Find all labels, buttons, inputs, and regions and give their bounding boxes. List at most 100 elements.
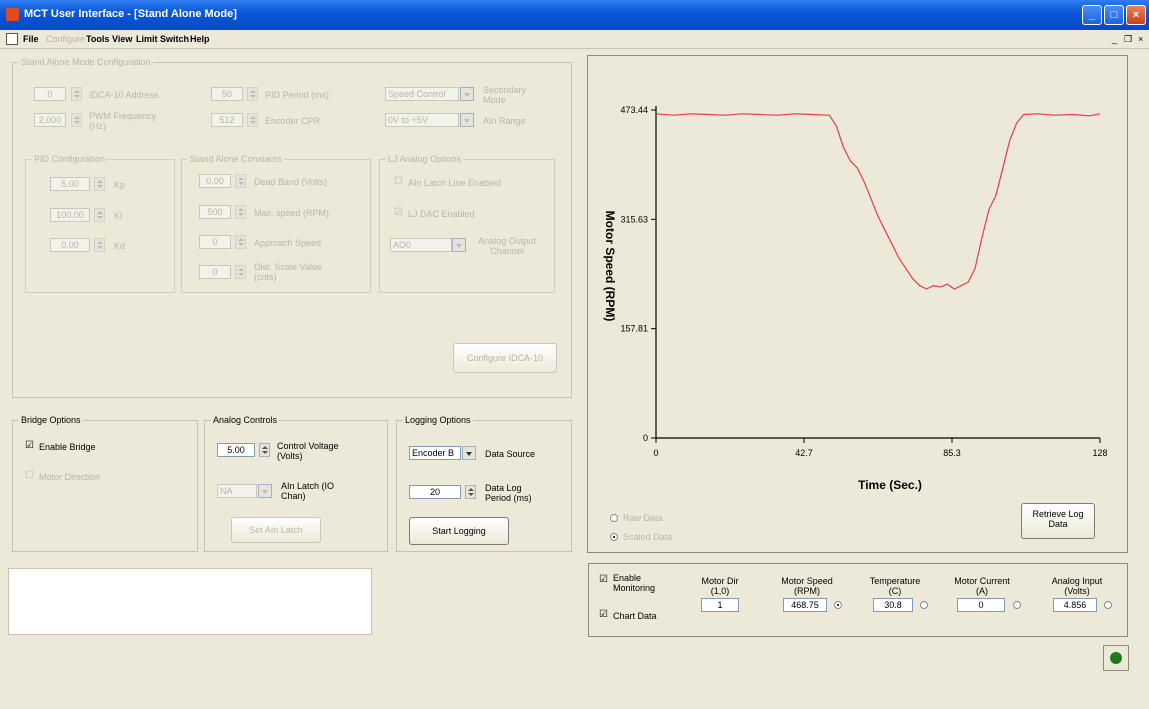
x-tick-label: 42.7 bbox=[795, 448, 813, 458]
max-speed-field[interactable]: 500 bbox=[199, 205, 231, 219]
secondary-mode-arrow-icon[interactable] bbox=[460, 87, 474, 101]
mdi-close-button[interactable]: × bbox=[1138, 34, 1144, 44]
approach-speed-spinner[interactable] bbox=[235, 235, 246, 249]
menu-tools[interactable]: Tools bbox=[86, 34, 110, 44]
kp-label: Kp bbox=[114, 180, 126, 190]
pid-config-group: PID Configuration 5.00 Kp 100.00 Ki 0.00… bbox=[25, 154, 175, 293]
menu-view[interactable]: View bbox=[112, 34, 133, 44]
ki-spinner[interactable] bbox=[94, 208, 105, 222]
lj-dac-checkbox[interactable]: ☑ bbox=[394, 207, 403, 218]
output-channel-arrow-icon[interactable] bbox=[452, 238, 466, 252]
motor-current-label: Motor Current (A) bbox=[954, 576, 1010, 596]
encoder-cpr-field[interactable]: 512 bbox=[211, 113, 243, 127]
menu-bar: File Configure Tools View Limit Switch H… bbox=[0, 30, 1149, 49]
approach-speed-field[interactable]: 0 bbox=[199, 235, 231, 249]
close-button[interactable]: × bbox=[1126, 5, 1146, 25]
logging-options-title: Logging Options bbox=[403, 415, 473, 425]
encoder-cpr-label: Encoder CPR bbox=[265, 116, 321, 126]
data-source-arrow-icon[interactable] bbox=[462, 446, 476, 460]
analog-input-radio[interactable] bbox=[1104, 601, 1112, 609]
menu-file[interactable]: File bbox=[23, 34, 39, 44]
logging-options-group: Logging Options Encoder B Data Source 20… bbox=[396, 415, 572, 552]
ain-latch-checkbox[interactable]: ☐ bbox=[394, 176, 403, 187]
standalone-constants-title: Stand Alone Constants bbox=[188, 154, 284, 164]
x-tick-label: 128 bbox=[1092, 448, 1107, 458]
motor-speed-radio[interactable] bbox=[834, 601, 842, 609]
control-voltage-label: Control Voltage (Volts) bbox=[277, 441, 339, 461]
dist-scale-field[interactable]: 0 bbox=[199, 265, 231, 279]
max-speed-spinner[interactable] bbox=[235, 205, 246, 219]
motor-current-value: 0 bbox=[957, 598, 1005, 612]
mdi-restore-button[interactable]: ❐ bbox=[1124, 34, 1133, 44]
kp-spinner[interactable] bbox=[94, 177, 105, 191]
motor-direction-checkbox[interactable]: ☐ bbox=[25, 470, 34, 481]
data-source-label: Data Source bbox=[485, 449, 536, 459]
standalone-config-title: Stand Alone Mode Configuration bbox=[19, 57, 153, 67]
chart-data-label: Chart Data bbox=[613, 611, 657, 621]
pwm-frequency-field[interactable]: 2,000 bbox=[34, 113, 66, 127]
enable-monitoring-checkbox[interactable]: ☑ bbox=[599, 574, 608, 585]
ain-range-select[interactable]: 0V to +5V bbox=[385, 113, 459, 127]
app-icon bbox=[6, 8, 19, 21]
analog-input-label: Analog Input (Volts) bbox=[1051, 576, 1103, 596]
ain-latch-chan-label: AIn Latch (IO Chan) bbox=[281, 481, 335, 501]
ain-latch-label: AIn Latch Line Enabled bbox=[408, 178, 502, 188]
title-bar: MCT User Interface - [Stand Alone Mode] … bbox=[0, 0, 1149, 30]
encoder-cpr-spinner[interactable] bbox=[247, 113, 258, 127]
data-log-period-field[interactable]: 20 bbox=[409, 485, 461, 499]
pid-period-spinner[interactable] bbox=[247, 87, 258, 101]
dead-band-field[interactable]: 0.00 bbox=[199, 174, 231, 188]
dist-scale-label: Dist. Scale Value (cnts) bbox=[254, 262, 322, 282]
chart-data-checkbox[interactable]: ☑ bbox=[599, 609, 608, 620]
analog-controls-title: Analog Controls bbox=[211, 415, 280, 425]
data-log-period-spinner[interactable] bbox=[465, 485, 476, 499]
motor-dir-value: 1 bbox=[701, 598, 739, 612]
standalone-config-group: Stand Alone Mode Configuration 0 IDCA-10… bbox=[12, 57, 572, 398]
mdi-minimize-button[interactable]: _ bbox=[1112, 34, 1118, 44]
dead-band-spinner[interactable] bbox=[235, 174, 246, 188]
approach-speed-label: Approach Speed bbox=[254, 238, 322, 248]
output-channel-select[interactable]: AO0 bbox=[390, 238, 452, 252]
control-voltage-field[interactable]: 5.00 bbox=[217, 443, 255, 457]
x-axis-label: Time (Sec.) bbox=[858, 478, 922, 492]
enable-bridge-checkbox[interactable]: ☑ bbox=[25, 440, 34, 451]
idca-address-field[interactable]: 0 bbox=[34, 87, 66, 101]
control-voltage-spinner[interactable] bbox=[259, 443, 270, 457]
ain-range-arrow-icon[interactable] bbox=[460, 113, 474, 127]
motor-direction-label: Motor Direction bbox=[39, 472, 101, 482]
status-indicator-box bbox=[1103, 645, 1129, 671]
start-logging-button[interactable]: Start Logging bbox=[409, 517, 509, 545]
analog-controls-group: Analog Controls 5.00 Control Voltage (Vo… bbox=[204, 415, 388, 552]
ki-label: Ki bbox=[114, 211, 123, 221]
motor-speed-value: 468.75 bbox=[783, 598, 827, 612]
temperature-radio[interactable] bbox=[920, 601, 928, 609]
data-source-select[interactable]: Encoder B bbox=[409, 446, 461, 460]
standalone-constants-group: Stand Alone Constants 0.00 Dead Band (Vo… bbox=[181, 154, 371, 293]
kd-field[interactable]: 0.00 bbox=[50, 238, 90, 252]
motor-dir-label: Motor Dir (1,0) bbox=[701, 576, 739, 596]
retrieve-log-data-button[interactable]: Retrieve Log Data bbox=[1021, 503, 1095, 539]
motor-speed-label: Motor Speed (RPM) bbox=[781, 576, 833, 596]
maximize-button[interactable]: □ bbox=[1104, 5, 1124, 25]
secondary-mode-label: Secondary Mode bbox=[483, 85, 527, 105]
set-ain-latch-button[interactable]: Set AIn Latch bbox=[231, 517, 321, 543]
configure-idca-button[interactable]: Configure IDCA-10 bbox=[453, 343, 557, 373]
scaled-data-radio[interactable] bbox=[610, 533, 618, 541]
minimize-button[interactable]: _ bbox=[1082, 5, 1102, 25]
dist-scale-spinner[interactable] bbox=[235, 265, 246, 279]
raw-data-radio[interactable] bbox=[610, 514, 618, 522]
menu-configure[interactable]: Configure bbox=[46, 34, 86, 44]
ki-field[interactable]: 100.00 bbox=[50, 208, 90, 222]
menu-help[interactable]: Help bbox=[190, 34, 210, 44]
motor-current-radio[interactable] bbox=[1013, 601, 1021, 609]
kd-spinner[interactable] bbox=[94, 238, 105, 252]
analog-input-value: 4.856 bbox=[1053, 598, 1097, 612]
pwm-frequency-spinner[interactable] bbox=[71, 113, 82, 127]
idca-address-spinner[interactable] bbox=[71, 87, 82, 101]
menu-limit-switch[interactable]: Limit Switch bbox=[136, 34, 190, 44]
secondary-mode-select[interactable]: Speed Control bbox=[385, 87, 459, 101]
kp-field[interactable]: 5.00 bbox=[50, 177, 90, 191]
pid-period-field[interactable]: 50 bbox=[211, 87, 243, 101]
ain-latch-select[interactable]: NA bbox=[217, 484, 257, 498]
ain-latch-arrow-icon[interactable] bbox=[258, 484, 272, 498]
